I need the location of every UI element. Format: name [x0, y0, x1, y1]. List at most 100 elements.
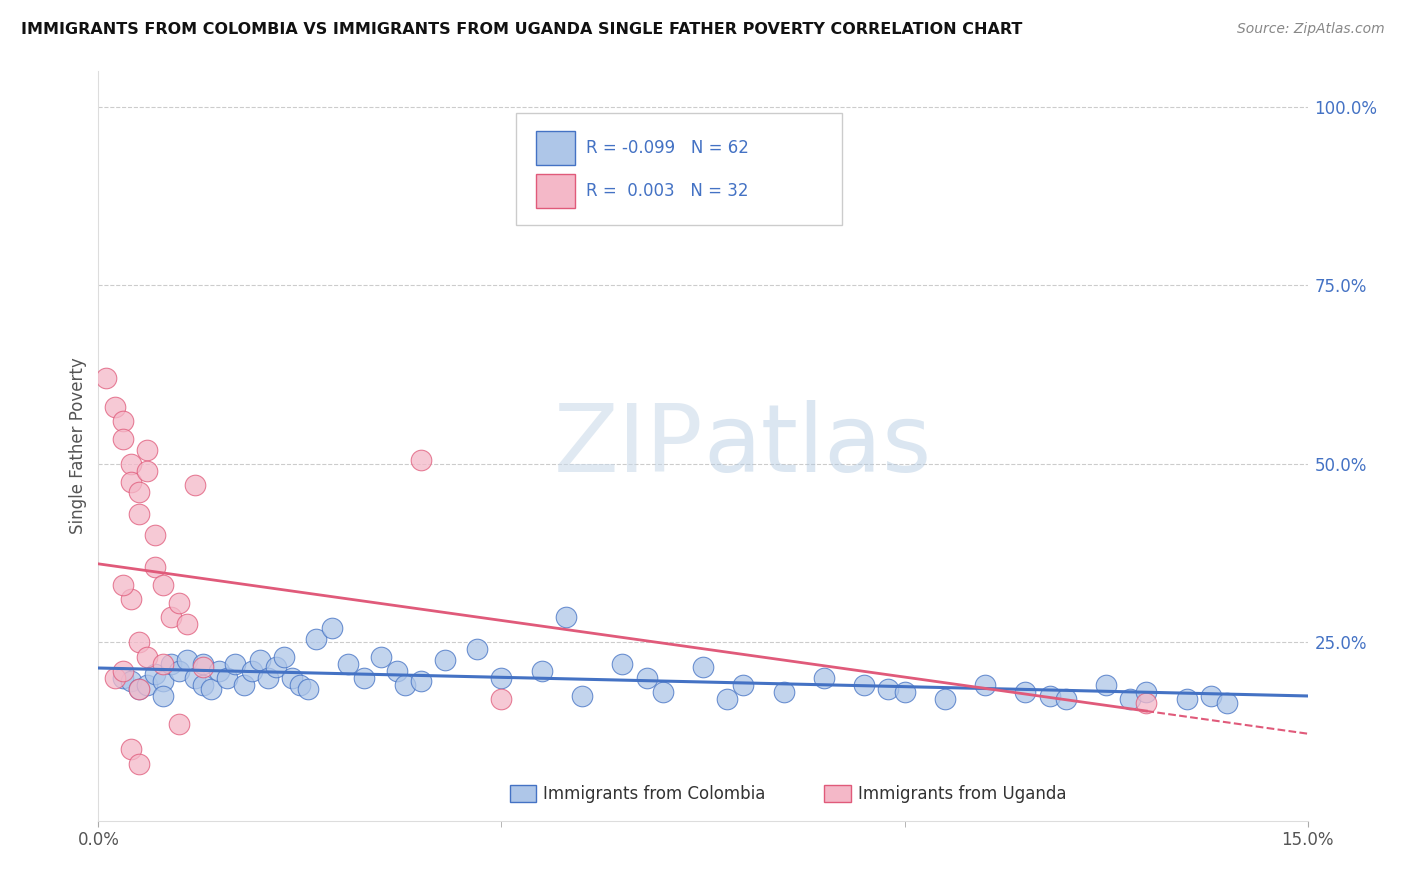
Point: [974, 678, 997, 692]
Point: [128, 635, 150, 649]
Point: [128, 681, 150, 696]
Point: [120, 475, 142, 489]
Text: IMMIGRANTS FROM COLOMBIA VS IMMIGRANTS FROM UGANDA SINGLE FATHER POVERTY CORRELA: IMMIGRANTS FROM COLOMBIA VS IMMIGRANTS F…: [21, 22, 1022, 37]
Point: [571, 689, 593, 703]
Point: [772, 685, 794, 699]
Point: [385, 664, 408, 678]
Point: [716, 692, 738, 706]
Point: [193, 660, 215, 674]
Point: [184, 671, 207, 685]
Point: [321, 621, 343, 635]
Point: [103, 671, 125, 685]
Text: ZIP: ZIP: [554, 400, 703, 492]
Point: [152, 674, 174, 689]
Point: [111, 664, 134, 678]
Point: [128, 507, 150, 521]
FancyBboxPatch shape: [824, 786, 851, 802]
Point: [143, 560, 166, 574]
Point: [128, 756, 150, 771]
Text: Source: ZipAtlas.com: Source: ZipAtlas.com: [1237, 22, 1385, 37]
Point: [530, 664, 553, 678]
Point: [434, 653, 457, 667]
Point: [636, 671, 658, 685]
Point: [1014, 685, 1036, 699]
Point: [240, 664, 263, 678]
Point: [128, 681, 150, 696]
Point: [273, 649, 295, 664]
Point: [297, 681, 319, 696]
Point: [877, 681, 900, 696]
FancyBboxPatch shape: [536, 131, 575, 165]
Point: [135, 678, 157, 692]
Point: [152, 689, 174, 703]
Point: [1039, 689, 1062, 703]
Point: [184, 478, 207, 492]
Point: [853, 678, 876, 692]
Point: [167, 664, 190, 678]
Point: [934, 692, 956, 706]
FancyBboxPatch shape: [509, 786, 536, 802]
Point: [394, 678, 416, 692]
Text: atlas: atlas: [703, 400, 931, 492]
Point: [232, 678, 254, 692]
Point: [160, 610, 183, 624]
Point: [224, 657, 246, 671]
Point: [353, 671, 375, 685]
Point: [111, 432, 134, 446]
Point: [249, 653, 271, 667]
Point: [555, 610, 578, 624]
Point: [160, 657, 183, 671]
Point: [143, 667, 166, 681]
Point: [612, 657, 634, 671]
Point: [491, 671, 513, 685]
Y-axis label: Single Father Poverty: Single Father Poverty: [69, 358, 87, 534]
Point: [692, 660, 714, 674]
Point: [200, 681, 222, 696]
Point: [1095, 678, 1118, 692]
Point: [96, 371, 118, 385]
Point: [1199, 689, 1222, 703]
Point: [193, 657, 215, 671]
Point: [1175, 692, 1198, 706]
Point: [135, 464, 157, 478]
Point: [103, 400, 125, 414]
Point: [135, 649, 157, 664]
Point: [256, 671, 278, 685]
Point: [1119, 692, 1142, 706]
Text: Immigrants from Uganda: Immigrants from Uganda: [858, 785, 1066, 803]
Point: [111, 671, 134, 685]
Point: [135, 442, 157, 457]
Point: [217, 671, 239, 685]
Point: [1135, 696, 1157, 710]
Point: [288, 678, 311, 692]
Point: [120, 592, 142, 607]
Point: [152, 578, 174, 592]
Point: [465, 642, 488, 657]
FancyBboxPatch shape: [536, 174, 575, 208]
Point: [120, 674, 142, 689]
Point: [1135, 685, 1157, 699]
Point: [193, 678, 215, 692]
Point: [651, 685, 673, 699]
Point: [813, 671, 835, 685]
Text: Immigrants from Colombia: Immigrants from Colombia: [543, 785, 766, 803]
FancyBboxPatch shape: [516, 112, 842, 225]
Text: R =  0.003   N = 32: R = 0.003 N = 32: [586, 182, 748, 200]
Point: [893, 685, 915, 699]
Point: [370, 649, 392, 664]
Point: [176, 653, 198, 667]
Point: [143, 528, 166, 542]
Point: [733, 678, 755, 692]
Point: [409, 453, 432, 467]
Point: [1216, 696, 1239, 710]
Point: [176, 617, 198, 632]
Point: [167, 717, 190, 731]
Point: [120, 457, 142, 471]
Point: [128, 485, 150, 500]
Point: [167, 596, 190, 610]
Point: [281, 671, 304, 685]
Point: [337, 657, 360, 671]
Point: [409, 674, 432, 689]
Point: [120, 742, 142, 756]
Point: [491, 692, 513, 706]
